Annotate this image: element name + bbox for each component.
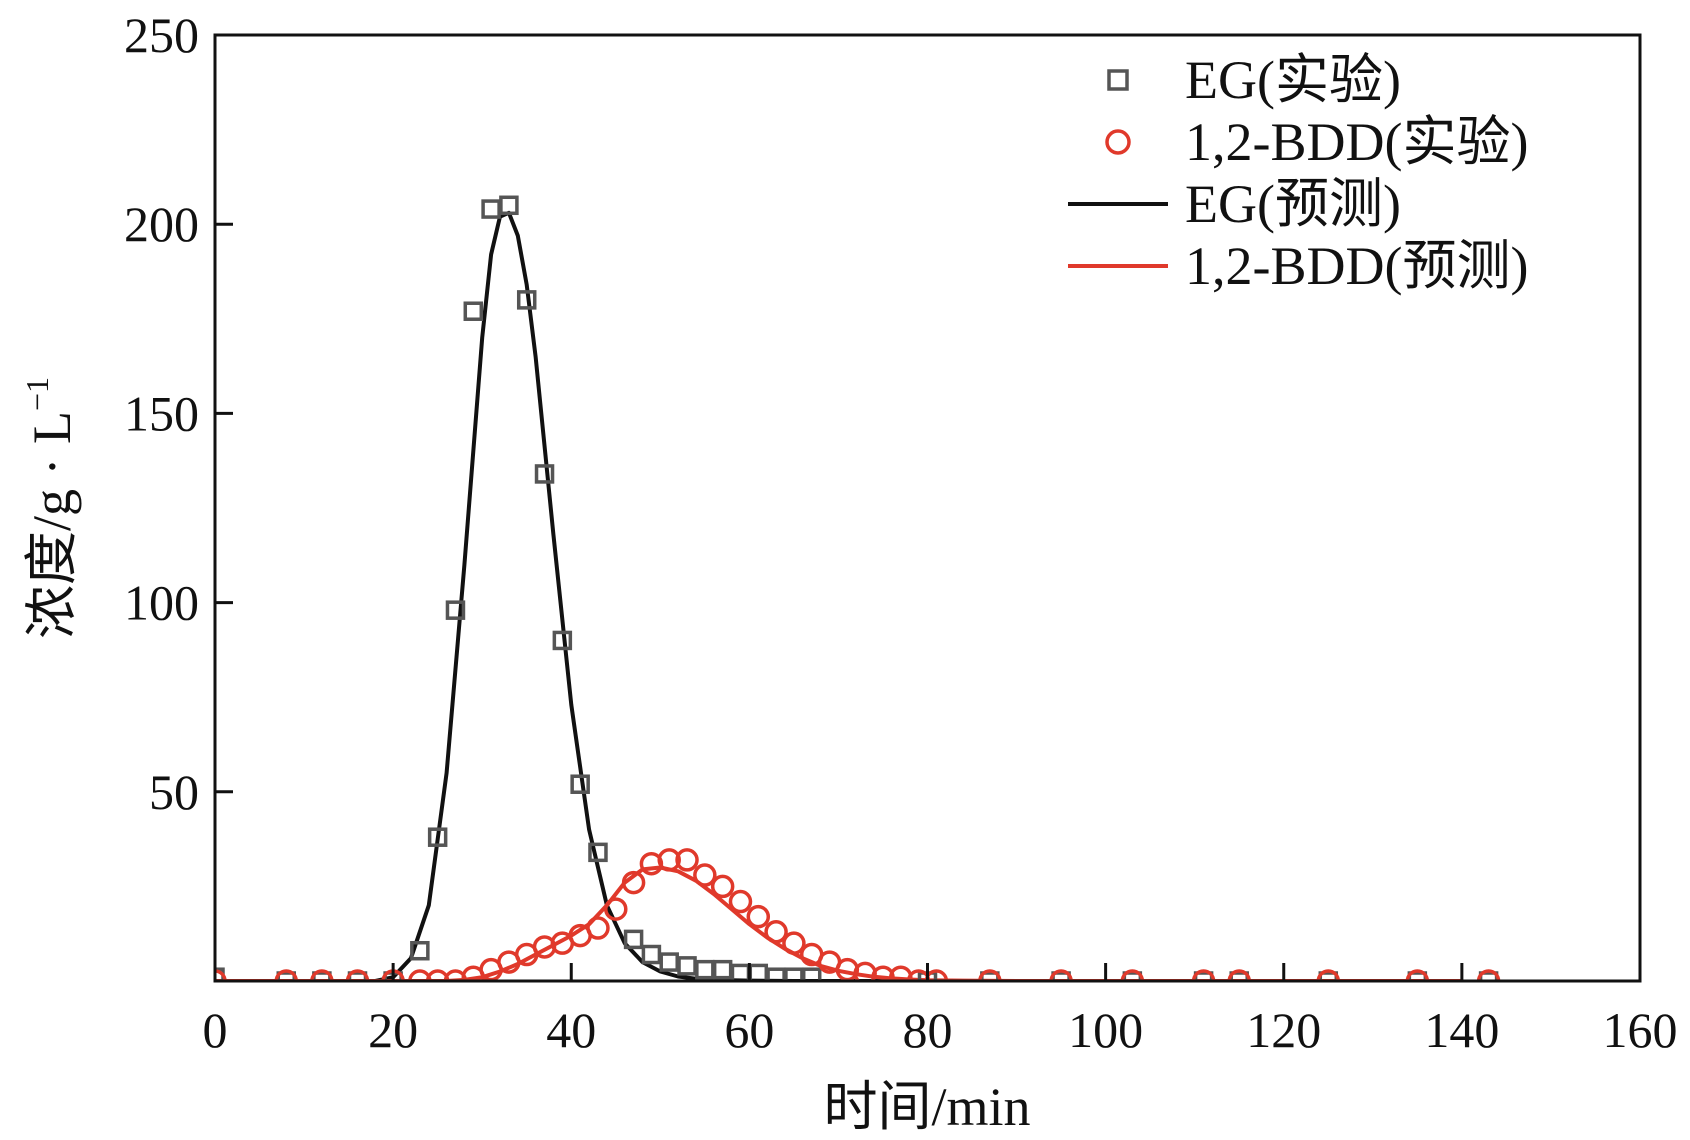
legend-label-0: EG(实验) — [1185, 50, 1401, 110]
point-s1-17 — [621, 870, 646, 895]
point-s0-35 — [1478, 971, 1499, 981]
point-s0-3 — [347, 971, 368, 981]
point-s1-22 — [710, 874, 735, 899]
y-tick-label-250: 250 — [124, 7, 199, 63]
point-s0-2 — [312, 971, 332, 981]
point-s0-32 — [1229, 971, 1249, 981]
x-tick-label-100: 100 — [1068, 1002, 1143, 1058]
legend: EG(实验)1,2-BDD(实验)EG(预测)1,2-BDD(预测) — [1068, 50, 1528, 296]
point-s0-20 — [695, 959, 715, 980]
point-s0-31 — [1193, 971, 1214, 981]
point-s1-5 — [408, 969, 432, 981]
point-s0-12 — [534, 464, 555, 484]
y-axis-label: 浓度/g · L−1 — [19, 377, 82, 639]
point-s1-42 — [1476, 969, 1501, 981]
point-s0-8 — [463, 301, 484, 321]
axis-ticks — [215, 222, 1464, 981]
point-s1-3 — [345, 969, 370, 981]
point-s0-15 — [588, 842, 608, 863]
point-s1-21 — [693, 863, 717, 887]
point-s1-26 — [782, 931, 806, 955]
x-tick-label-120: 120 — [1246, 1002, 1321, 1058]
point-s1-15 — [586, 916, 610, 940]
y-tick-label-100: 100 — [124, 575, 199, 631]
x-tick-label-40: 40 — [546, 1002, 596, 1058]
point-s1-34 — [924, 969, 949, 981]
point-s1-38 — [1191, 969, 1216, 981]
point-s1-1 — [274, 969, 298, 981]
point-s1-40 — [1316, 969, 1341, 981]
x-axis-label: 时间/min — [823, 1077, 1030, 1137]
axis-tick-labels: 0 20 40 60 80 100 120 140 160 50 100 150 200 250 — [124, 7, 1678, 1058]
point-s0-19 — [677, 956, 697, 976]
point-s0-9 — [481, 199, 501, 219]
y-tick-label-150: 150 — [124, 385, 199, 441]
point-s0-34 — [1407, 971, 1428, 981]
point-s1-36 — [1049, 969, 1073, 981]
point-s0-16 — [623, 929, 644, 950]
point-s1-33 — [906, 969, 931, 981]
y-tick-label-50: 50 — [149, 764, 199, 820]
point-s0-7 — [445, 600, 466, 620]
legend-symbol-1 — [1105, 129, 1131, 155]
point-s1-7 — [443, 969, 468, 981]
point-s0-30 — [1122, 971, 1143, 981]
point-s1-31 — [871, 965, 895, 981]
point-s1-20 — [675, 848, 699, 872]
point-s1-24 — [746, 904, 771, 929]
point-s0-21 — [712, 959, 733, 980]
point-s0-13 — [552, 630, 573, 651]
legend-label-1: 1,2-BDD(实验) — [1185, 112, 1528, 172]
point-s0-28 — [980, 971, 1000, 981]
x-tick-label-140: 140 — [1424, 1002, 1499, 1058]
point-s0-17 — [641, 944, 662, 965]
prediction-lines — [215, 210, 1462, 981]
x-tick-label-60: 60 — [724, 1002, 774, 1058]
point-s1-2 — [310, 969, 334, 981]
x-tick-label-0: 0 — [203, 1002, 228, 1058]
y-axis-label-superscript: −1 — [19, 377, 55, 411]
point-s1-16 — [604, 897, 628, 921]
point-s0-10 — [499, 195, 519, 216]
y-axis-label-main: 浓度/g · L — [22, 411, 82, 639]
x-tick-label-160: 160 — [1603, 1002, 1678, 1058]
y-tick-label-200: 200 — [124, 196, 199, 252]
point-s1-35 — [978, 969, 1002, 981]
point-s0-11 — [516, 290, 537, 310]
point-s0-25 — [784, 967, 804, 981]
legend-label-2: EG(预测) — [1185, 174, 1401, 234]
point-s0-6 — [427, 827, 448, 847]
series-line-2 — [215, 210, 1462, 981]
legend-symbol-0 — [1107, 69, 1129, 91]
point-s0-29 — [1051, 971, 1071, 981]
point-s1-39 — [1227, 969, 1251, 981]
point-s1-23 — [728, 889, 753, 914]
point-s0-24 — [766, 967, 786, 981]
point-s1-41 — [1405, 969, 1430, 981]
experiment-markers — [215, 195, 1501, 981]
point-s0-14 — [570, 774, 590, 794]
legend-label-3: 1,2-BDD(预测) — [1185, 236, 1528, 296]
x-tick-label-20: 20 — [368, 1002, 418, 1058]
point-s1-37 — [1120, 969, 1145, 981]
point-s0-5 — [410, 940, 430, 961]
point-s1-19 — [657, 848, 681, 872]
point-s0-26 — [801, 967, 822, 981]
point-s1-6 — [425, 969, 450, 981]
point-s0-1 — [276, 971, 296, 981]
point-s0-33 — [1318, 971, 1339, 981]
x-tick-label-80: 80 — [903, 1002, 953, 1058]
point-s0-18 — [659, 952, 679, 972]
point-s1-25 — [764, 920, 788, 944]
